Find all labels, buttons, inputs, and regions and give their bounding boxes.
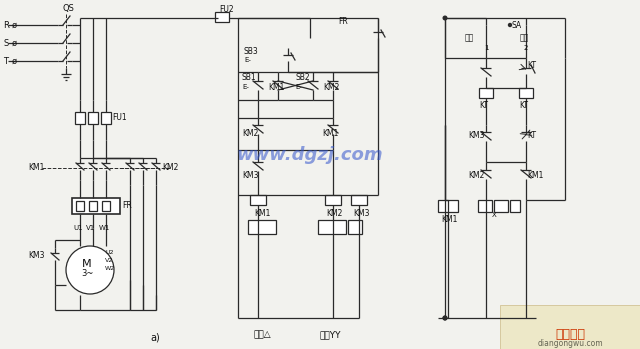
- Circle shape: [443, 16, 447, 20]
- Bar: [318, 220, 346, 234]
- Bar: [101, 112, 111, 124]
- Bar: [351, 195, 367, 205]
- Bar: [72, 198, 120, 214]
- Text: U1: U1: [73, 225, 83, 231]
- Bar: [479, 88, 493, 98]
- Text: KM3: KM3: [28, 251, 45, 260]
- Bar: [510, 200, 520, 212]
- Text: 低速: 低速: [465, 34, 474, 43]
- Text: SB2: SB2: [295, 74, 310, 82]
- Bar: [325, 195, 341, 205]
- Text: V1: V1: [86, 225, 95, 231]
- Text: 2: 2: [524, 45, 528, 51]
- Text: KM3: KM3: [353, 208, 369, 217]
- Text: a): a): [150, 333, 160, 343]
- Text: FU2: FU2: [219, 6, 234, 15]
- Text: W1: W1: [99, 225, 110, 231]
- Circle shape: [509, 23, 511, 27]
- Circle shape: [443, 316, 447, 320]
- Text: KT: KT: [527, 60, 536, 69]
- Bar: [500, 305, 640, 349]
- Text: M: M: [82, 259, 92, 269]
- Text: V2: V2: [105, 258, 113, 262]
- Text: FR: FR: [122, 201, 132, 210]
- Bar: [215, 12, 229, 22]
- Text: U2: U2: [105, 250, 113, 254]
- Text: 3~: 3~: [81, 269, 93, 279]
- Text: E-: E-: [242, 84, 249, 90]
- Text: KT: KT: [527, 131, 536, 140]
- Text: KM1: KM1: [441, 215, 458, 224]
- Text: QS: QS: [62, 3, 74, 13]
- Bar: [519, 88, 533, 98]
- Text: 电工之屋: 电工之屋: [555, 327, 585, 341]
- Text: KM2: KM2: [242, 128, 259, 138]
- Bar: [75, 112, 85, 124]
- Text: FU1: FU1: [112, 113, 127, 122]
- Text: KM2: KM2: [162, 163, 179, 172]
- Bar: [89, 201, 97, 211]
- Text: KM3: KM3: [468, 131, 484, 140]
- Text: KT: KT: [479, 101, 488, 110]
- Text: 高速YY: 高速YY: [319, 331, 340, 340]
- Text: 高速: 高速: [520, 34, 529, 43]
- Text: SB1: SB1: [242, 74, 257, 82]
- Circle shape: [443, 316, 447, 320]
- Text: KM3: KM3: [242, 171, 259, 179]
- Text: X: X: [492, 212, 497, 218]
- Text: KM1: KM1: [322, 128, 339, 138]
- Text: S: S: [3, 38, 8, 47]
- Text: ø: ø: [12, 21, 17, 30]
- Text: KM2: KM2: [323, 82, 339, 91]
- Text: KM2: KM2: [468, 171, 484, 179]
- Bar: [88, 112, 98, 124]
- Bar: [76, 201, 84, 211]
- Text: KT: KT: [519, 101, 528, 110]
- Text: www.dgzj.com: www.dgzj.com: [237, 146, 383, 164]
- Text: KM1: KM1: [28, 163, 44, 172]
- Bar: [348, 220, 362, 234]
- Text: ø: ø: [12, 57, 17, 66]
- Text: KM1: KM1: [268, 82, 284, 91]
- Text: E-: E-: [295, 84, 302, 90]
- Text: R: R: [3, 21, 9, 30]
- Text: KM2: KM2: [326, 208, 342, 217]
- Text: 1: 1: [484, 45, 488, 51]
- Text: E-: E-: [244, 57, 251, 63]
- Bar: [248, 220, 276, 234]
- Text: KM1: KM1: [254, 208, 270, 217]
- Text: SA: SA: [511, 21, 521, 30]
- Text: W2: W2: [105, 266, 115, 270]
- Circle shape: [66, 246, 114, 294]
- Text: T: T: [3, 57, 8, 66]
- Bar: [478, 200, 492, 212]
- Text: ø: ø: [12, 38, 17, 47]
- Bar: [438, 200, 458, 212]
- Text: FR: FR: [338, 17, 348, 27]
- Text: KM1: KM1: [527, 171, 543, 179]
- Text: SB3: SB3: [244, 47, 259, 57]
- Bar: [102, 201, 110, 211]
- Bar: [494, 200, 508, 212]
- Bar: [250, 195, 266, 205]
- Text: diangongwu.com: diangongwu.com: [537, 340, 603, 349]
- Text: 低速△: 低速△: [253, 331, 271, 340]
